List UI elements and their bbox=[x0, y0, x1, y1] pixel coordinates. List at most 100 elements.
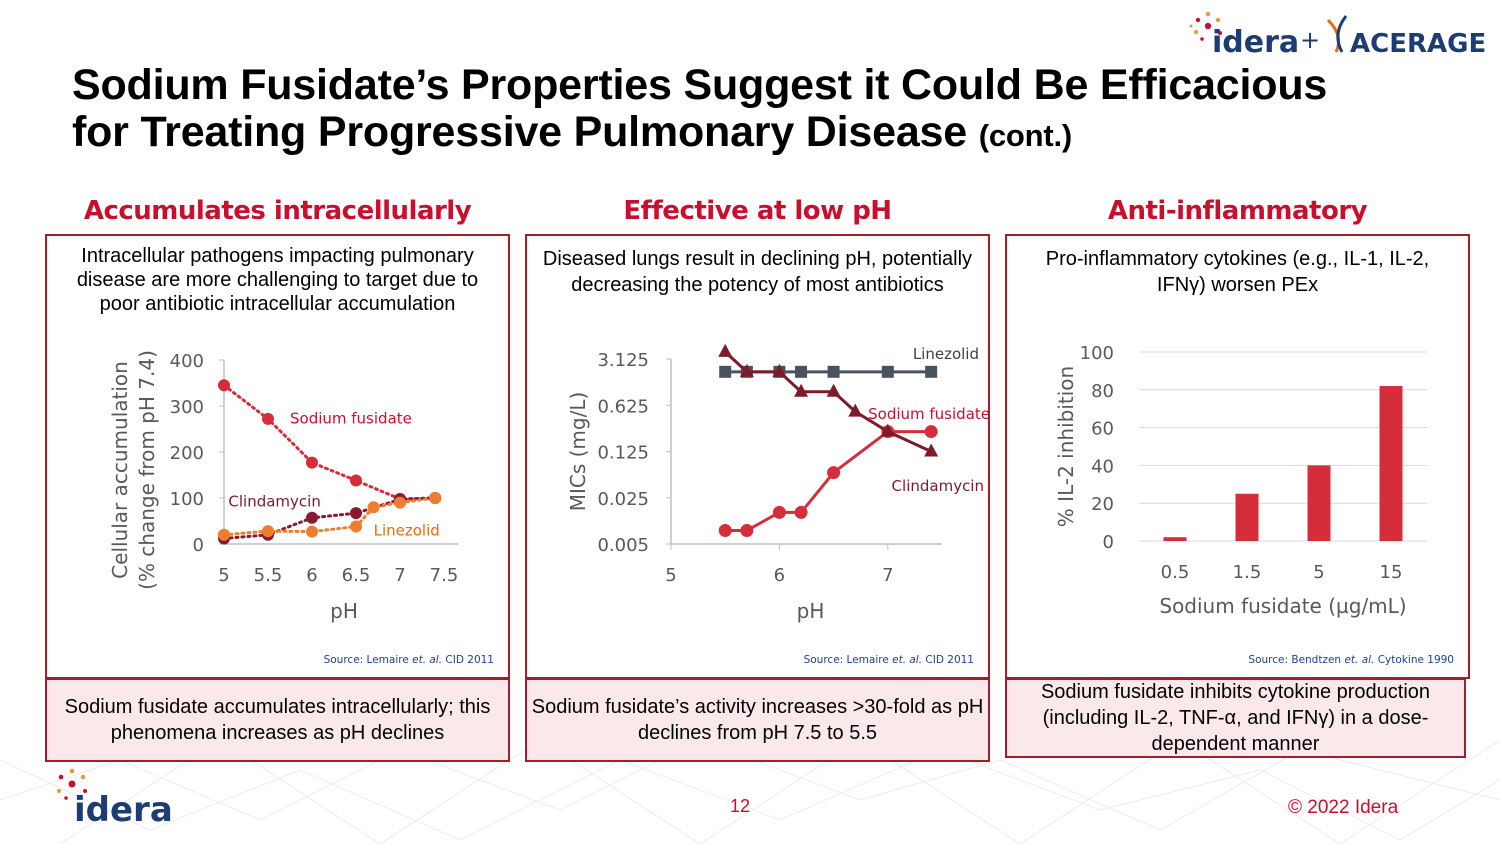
data-point-clindamycin bbox=[350, 507, 362, 520]
data-point-linezolid bbox=[306, 525, 318, 538]
data-point-linezolid bbox=[795, 365, 808, 378]
data-point-sodium-fusidate bbox=[718, 523, 732, 537]
idera-burst-icon bbox=[1189, 11, 1222, 41]
data-point-clindamycin bbox=[739, 363, 754, 377]
y-tick-label: 3.125 bbox=[597, 350, 649, 371]
panel-2-description: Diseased lungs result in declining pH, p… bbox=[542, 248, 973, 296]
panel-2-source-suffix: CID 2011 bbox=[922, 654, 974, 666]
data-point-clindamycin bbox=[848, 403, 863, 417]
y-tick-label: 60 bbox=[1091, 419, 1114, 440]
data-point-linezolid bbox=[218, 528, 230, 541]
x-tick-label: 6 bbox=[774, 565, 785, 586]
y-tick-label: 100 bbox=[1080, 343, 1114, 364]
y-tick-label: 100 bbox=[170, 489, 204, 510]
data-point-sodium-fusidate bbox=[262, 412, 274, 425]
x-tick-label: 15 bbox=[1380, 562, 1403, 583]
data-point-sodium-fusidate bbox=[794, 505, 808, 519]
data-point-clindamycin bbox=[880, 423, 895, 437]
data-point-linezolid bbox=[394, 496, 406, 509]
data-point-linezolid bbox=[350, 520, 362, 533]
panel-1-description: Intracellular pathogens impacting pulmon… bbox=[76, 245, 479, 315]
data-point-sodium-fusidate bbox=[924, 425, 938, 439]
panel-1-footer: Sodium fusidate accumulates intracellula… bbox=[45, 678, 510, 762]
y-tick-label: 40 bbox=[1091, 456, 1114, 477]
y-tick-label: 400 bbox=[170, 351, 204, 372]
panel-2-source: Source: Lemaire et. al. CID 2011 bbox=[804, 654, 974, 666]
chart-mic-vs-ph: 0.005 0.025 0.125 0.625 3.125 5 6 7 pH MICs (mg/L… bbox=[566, 343, 988, 623]
y-tick-label: 80 bbox=[1091, 381, 1114, 402]
copyright: © 2022 Idera bbox=[1288, 797, 1399, 818]
x-tick-label: 1.5 bbox=[1233, 562, 1262, 583]
data-point-linezolid bbox=[827, 365, 840, 378]
y-tick-label: 0.625 bbox=[597, 396, 649, 417]
title-line-2-text: for Treating Progressive Pulmonary Disea… bbox=[72, 108, 967, 156]
series-label-clindamycin: Clindamycin bbox=[228, 492, 320, 510]
idera-logo-text: idera bbox=[1212, 25, 1299, 60]
x-tick-label: 5 bbox=[218, 565, 229, 586]
chart-cellular-accumulation: 0 100 200 300 400 5 5.5 6 6.5 7 7.5 pH Cellular accu… bbox=[108, 350, 459, 623]
idera-footer-logo: idera bbox=[57, 768, 173, 826]
y-tick-label: 0.005 bbox=[597, 535, 649, 556]
series-label-linezolid: Linezolid bbox=[913, 345, 979, 363]
y-axis-label: MICs (mg/L) bbox=[566, 392, 590, 512]
panel-2-source-etal: et. al. bbox=[892, 654, 923, 666]
x-axis-label: Sodium fusidate (µg/mL) bbox=[1159, 594, 1406, 618]
idera-footer-logo-text: idera bbox=[74, 790, 173, 826]
series-label-linezolid: Linezolid bbox=[374, 521, 440, 539]
y-tick-label: 200 bbox=[170, 443, 204, 464]
aceragen-logo-text: ACERAGEN bbox=[1350, 29, 1486, 59]
x-tick-label: 6 bbox=[306, 565, 317, 586]
panel-1-source-suffix: CID 2011 bbox=[442, 654, 494, 666]
x-axis-label: pH bbox=[797, 599, 825, 623]
data-point-clindamycin bbox=[772, 363, 787, 377]
y-tick-label: 300 bbox=[170, 397, 204, 418]
logo-plus: + bbox=[1300, 26, 1320, 54]
bar-0.5 bbox=[1163, 537, 1187, 541]
data-point-clindamycin bbox=[306, 511, 318, 524]
data-point-clindamycin bbox=[826, 383, 841, 397]
series-line-clindamycin bbox=[724, 350, 932, 453]
idera-aceragen-logo: idera + ACERAGEN bbox=[1189, 11, 1486, 60]
data-point-linezolid bbox=[925, 365, 938, 378]
panel-3-source: Source: Bendtzen et. al. Cytokine 1990 bbox=[1248, 654, 1454, 666]
data-point-sodium-fusidate bbox=[306, 456, 318, 469]
x-tick-label: 6.5 bbox=[342, 565, 371, 586]
bar-5 bbox=[1307, 465, 1331, 541]
y-axis-label: % IL-2 inhibition bbox=[1054, 366, 1078, 527]
x-tick-label: 7.5 bbox=[430, 565, 459, 586]
background-pattern bbox=[0, 740, 1500, 844]
series-label-sodium-fusidate: Sodium fusidate bbox=[868, 405, 988, 423]
y-tick-label: 0 bbox=[1103, 532, 1114, 553]
panel-low-ph: Diseased lungs result in declining pH, p… bbox=[525, 234, 990, 679]
panel-1-source-prefix: Source: Lemaire bbox=[323, 654, 413, 666]
page-number: 12 bbox=[730, 796, 751, 816]
chart-il2-inhibition: 0 20 40 60 80 100 0.5 1.5 5 15 Sodium fusidate (µg… bbox=[1054, 343, 1427, 618]
panel-2-source-prefix: Source: Lemaire bbox=[803, 654, 893, 666]
title-cont: (cont.) bbox=[978, 118, 1073, 153]
x-tick-label: 5 bbox=[1313, 562, 1324, 583]
panel-3-source-suffix: Cytokine 1990 bbox=[1374, 654, 1454, 666]
data-point-linezolid bbox=[429, 492, 442, 504]
y-axis-label-line-1: Cellular accumulation bbox=[108, 361, 132, 579]
x-tick-label: 7 bbox=[394, 565, 405, 586]
panel-1-source-etal: et. al. bbox=[412, 654, 443, 666]
data-point-sodium-fusidate bbox=[350, 474, 362, 487]
data-point-sodium-fusidate bbox=[772, 505, 786, 519]
data-point-linezolid bbox=[367, 501, 380, 514]
panel-anti-inflammatory: Pro-inflammatory cytokines (e.g., IL-1, … bbox=[1005, 234, 1470, 679]
idera-footer-burst-icon bbox=[57, 768, 87, 800]
data-point-linezolid bbox=[262, 525, 274, 538]
x-tick-label: 7 bbox=[882, 565, 893, 586]
x-tick-label: 5.5 bbox=[254, 565, 283, 586]
heading-accumulates: Accumulates intracellularly bbox=[83, 196, 472, 226]
series-label-sodium-fusidate: Sodium fusidate bbox=[290, 410, 412, 428]
data-point-sodium-fusidate bbox=[218, 379, 230, 392]
panel-3-source-prefix: Source: Bendtzen bbox=[1248, 654, 1345, 666]
title-line-2: for Treating Progressive Pulmonary Disea… bbox=[72, 109, 1472, 159]
page-title: Sodium Fusidate’s Properties Suggest it … bbox=[72, 62, 1472, 159]
data-point-linezolid bbox=[881, 365, 894, 378]
panel-3-description: Pro-inflammatory cytokines (e.g., IL-1, … bbox=[1045, 248, 1430, 296]
heading-low-ph: Effective at low pH bbox=[623, 196, 892, 226]
panel-3-source-etal: et. al. bbox=[1344, 654, 1375, 666]
panel-2-footer: Sodium fusidate’s activity increases >30… bbox=[525, 678, 990, 762]
